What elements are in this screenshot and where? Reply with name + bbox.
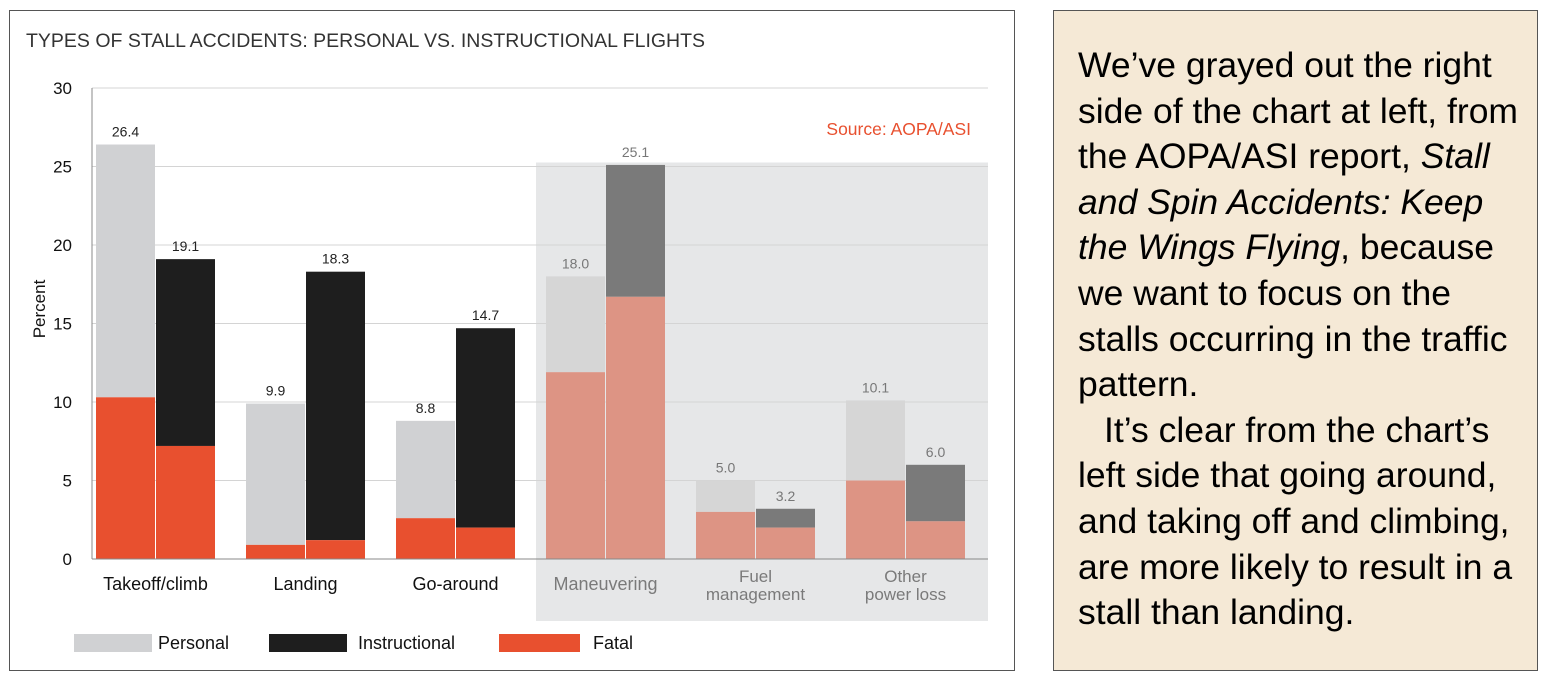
y-tick-label: 10 [53,393,72,412]
bar-value-label: 9.9 [266,383,286,399]
note-panel: We’ve grayed out the right side of the c… [1053,10,1538,671]
instructional-fatal-bar [306,540,365,559]
bar-value-label: 3.2 [776,488,796,504]
legend-swatch-fatal [499,634,580,652]
category-label: management [706,585,806,604]
bar-value-label: 18.3 [322,251,349,267]
source-label: Source: AOPA/ASI [826,119,971,139]
instructional-bar [156,259,215,446]
personal-bar [696,480,755,512]
category-label: Go-around [412,574,498,594]
personal-fatal-bar [396,518,455,559]
instructional-bar [906,464,965,522]
note-text-intro: We’ve grayed out the right side of the c… [1078,45,1519,177]
legend-swatch-personal [74,634,152,652]
gridlines [92,87,988,481]
note-text-reason: , because we want to focus on the stalls… [1078,227,1508,405]
personal-fatal-bar [696,511,755,559]
note-report-title: Stall and Spin Accidents: Keep the Wings… [1078,136,1490,268]
legend-label-fatal: Fatal [593,633,633,653]
instructional-fatal-bar [756,527,815,559]
legend-label-instructional: Instructional [358,633,455,653]
stall-accidents-chart: 26.4 19.1 9.9 18.3 8.8 14.7 18.0 25.1 5.0 3.2 10.1… [26,30,988,653]
legend-swatch-instructional [269,634,347,652]
bar-value-label: 14.7 [472,307,499,323]
legend: Personal Instructional Fatal [74,633,633,653]
note-paragraph-2: It’s clear from the chart’s left side th… [1078,408,1523,636]
personal-bar [396,420,455,519]
personal-fatal-bar [246,544,305,559]
y-tick-labels: 0 5 10 15 20 25 30 [53,79,72,569]
instructional-fatal-bar [906,521,965,559]
bar-value-label: 26.4 [112,124,139,140]
y-tick-label: 25 [53,158,72,177]
legend-label-personal: Personal [158,633,229,653]
category-label: Other [884,567,927,586]
instructional-fatal-bar [606,296,665,559]
category-label: Takeoff/climb [103,574,208,594]
bar-value-label: 18.0 [562,255,589,271]
instructional-fatal-bar [456,527,515,559]
y-tick-label: 15 [53,315,72,334]
y-tick-label: 0 [63,550,72,569]
bar-value-label: 19.1 [172,238,199,254]
note-paragraph-1: We’ve grayed out the right side of the c… [1078,43,1523,408]
y-tick-label: 5 [63,472,72,491]
personal-bar [246,403,305,545]
bar-value-label: 8.8 [416,400,436,416]
instructional-bar [756,508,815,528]
chart-panel: 26.4 19.1 9.9 18.3 8.8 14.7 18.0 25.1 5.0 3.2 10.1… [9,10,1015,671]
personal-fatal-bar [846,480,905,559]
bar-value-label: 25.1 [622,144,649,160]
category-label: Landing [273,574,337,594]
bar-value-label: 5.0 [716,460,736,476]
note-text: We’ve grayed out the right side of the c… [1078,43,1523,636]
x-category-labels: Takeoff/climb Landing Go-around Maneuvering… [103,567,946,604]
y-axis-label: Percent [30,279,49,338]
chart-title: TYPES OF STALL ACCIDENTS: PERSONAL VS. I… [26,30,705,52]
instructional-bar [606,164,665,297]
personal-bar [846,400,905,481]
value-labels: 26.4 19.1 9.9 18.3 8.8 14.7 18.0 25.1 5.0 3.2 10.1… [112,124,946,504]
note-text-conclusion: It’s clear from the chart’s left side th… [1078,409,1513,633]
bar-value-label: 10.1 [862,379,889,395]
category-label: Fuel [739,567,772,586]
y-tick-label: 30 [53,79,72,98]
personal-fatal-bar [96,397,155,559]
bar-value-label: 6.0 [926,444,946,460]
category-label: Maneuvering [553,574,657,594]
instructional-bar [456,328,515,528]
instructional-bar [306,271,365,541]
bars-group [96,144,965,559]
personal-fatal-bar [546,372,605,559]
category-label: power loss [865,585,946,604]
y-tick-label: 20 [53,236,72,255]
personal-bar [96,144,155,398]
personal-bar [546,276,605,373]
instructional-fatal-bar [156,445,215,559]
